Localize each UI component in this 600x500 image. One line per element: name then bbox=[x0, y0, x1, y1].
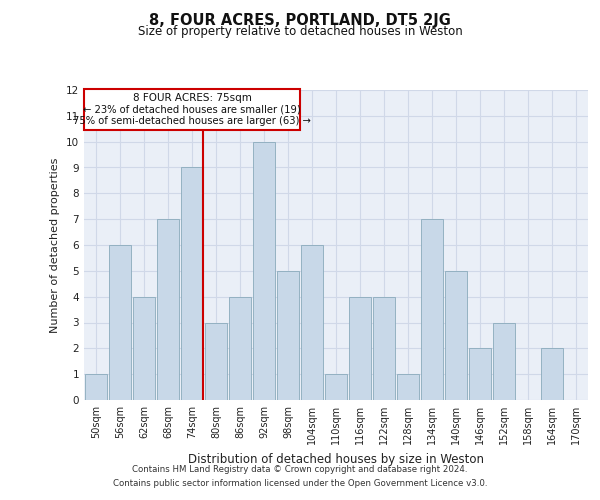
Text: 8, FOUR ACRES, PORTLAND, DT5 2JG: 8, FOUR ACRES, PORTLAND, DT5 2JG bbox=[149, 12, 451, 28]
Bar bbox=[109, 245, 131, 400]
Bar bbox=[181, 168, 203, 400]
Bar bbox=[349, 296, 371, 400]
Bar bbox=[421, 219, 443, 400]
Bar bbox=[325, 374, 347, 400]
Bar bbox=[397, 374, 419, 400]
Bar bbox=[301, 245, 323, 400]
Y-axis label: Number of detached properties: Number of detached properties bbox=[50, 158, 61, 332]
Bar bbox=[229, 296, 251, 400]
Text: Size of property relative to detached houses in Weston: Size of property relative to detached ho… bbox=[137, 25, 463, 38]
Bar bbox=[541, 348, 563, 400]
Bar bbox=[445, 271, 467, 400]
Text: 75% of semi-detached houses are larger (63) →: 75% of semi-detached houses are larger (… bbox=[73, 116, 311, 126]
Bar bbox=[133, 296, 155, 400]
Bar bbox=[373, 296, 395, 400]
Bar bbox=[253, 142, 275, 400]
Bar bbox=[493, 322, 515, 400]
Text: ← 23% of detached houses are smaller (19): ← 23% of detached houses are smaller (19… bbox=[83, 105, 301, 115]
Text: 8 FOUR ACRES: 75sqm: 8 FOUR ACRES: 75sqm bbox=[133, 94, 251, 104]
X-axis label: Distribution of detached houses by size in Weston: Distribution of detached houses by size … bbox=[188, 452, 484, 466]
Bar bbox=[469, 348, 491, 400]
Bar bbox=[205, 322, 227, 400]
Text: Contains HM Land Registry data © Crown copyright and database right 2024.
Contai: Contains HM Land Registry data © Crown c… bbox=[113, 466, 487, 487]
FancyBboxPatch shape bbox=[85, 90, 299, 130]
Bar bbox=[85, 374, 107, 400]
Bar bbox=[157, 219, 179, 400]
Bar bbox=[277, 271, 299, 400]
